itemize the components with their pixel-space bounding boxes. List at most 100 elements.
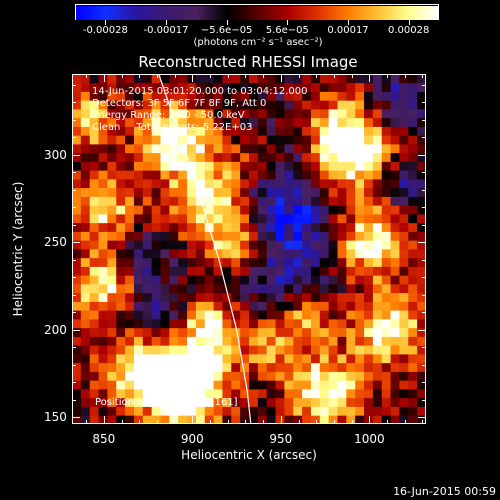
heatmap-cell (151, 100, 161, 110)
heatmap-cell (355, 310, 365, 320)
heatmap-cell (310, 275, 321, 285)
heatmap-cell (346, 109, 356, 119)
heatmap-cell (116, 397, 126, 407)
heatmap-cell (319, 371, 330, 381)
heatmap-cell (364, 117, 374, 127)
heatmap-cell (240, 266, 250, 276)
heatmap-cell (133, 161, 144, 171)
heatmap-cell (80, 354, 91, 364)
heatmap-cell (275, 284, 285, 294)
heatmap-cell (275, 240, 285, 250)
heatmap-cell (142, 275, 153, 285)
heatmap-cell (390, 205, 400, 215)
y-tick-label: 200 (44, 322, 67, 337)
heatmap-cell (89, 179, 99, 189)
heatmap-cell (169, 222, 179, 232)
heatmap-cell (355, 214, 365, 224)
heatmap-cell (275, 231, 285, 241)
heatmap-cell (107, 214, 117, 224)
heatmap-cell (187, 100, 197, 110)
y-minor-tick-right (422, 399, 426, 401)
heatmap-cell (98, 196, 108, 206)
heatmap-cell (222, 109, 232, 119)
x-minor-tick-top (404, 74, 406, 78)
heatmap-cell (266, 144, 276, 154)
heatmap-cell (346, 371, 356, 381)
heatmap-cell (399, 100, 409, 110)
y-minor-tick-right (422, 259, 426, 261)
heatmap-cell (364, 161, 374, 171)
heatmap-cell (98, 406, 108, 416)
heatmap-cell (355, 117, 365, 127)
heatmap-cell (284, 319, 294, 329)
heatmap-cell (257, 362, 268, 372)
x-minor-tick-top (139, 74, 141, 78)
heatmap-cell (355, 109, 365, 119)
heatmap-cell (72, 345, 82, 355)
heatmap-cell (337, 205, 347, 215)
heatmap-cell (417, 152, 426, 162)
heatmap-cell (80, 345, 91, 355)
heatmap-cell (408, 205, 418, 215)
heatmap-cell (319, 117, 330, 127)
heatmap-cell (293, 336, 303, 346)
heatmap-cell (107, 257, 117, 267)
heatmap-cell (372, 240, 383, 250)
heatmap-cell (89, 117, 99, 127)
heatmap-cell (346, 292, 356, 302)
heatmap-cell (178, 354, 188, 364)
heatmap-cell (231, 397, 241, 407)
heatmap-cell (72, 205, 82, 215)
heatmap-cell (178, 345, 188, 355)
heatmap-cell (293, 135, 303, 145)
heatmap-cell (364, 82, 374, 92)
heatmap-cell (213, 214, 223, 224)
heatmap-cell (302, 380, 312, 390)
heatmap-cell (346, 205, 356, 215)
heatmap-cell (293, 161, 303, 171)
heatmap-cell (116, 327, 126, 337)
x-minor-tick (139, 420, 141, 424)
y-minor-tick (72, 102, 76, 103)
heatmap-cell (364, 292, 374, 302)
x-minor-tick (245, 420, 247, 424)
colorbar-tick (348, 20, 349, 25)
heatmap-cell (319, 170, 330, 180)
heatmap-cell (417, 135, 426, 145)
heatmap-cell (160, 170, 170, 180)
heatmap-cell (187, 336, 197, 346)
heatmap-cell (390, 170, 400, 180)
heatmap-cell (116, 266, 126, 276)
heatmap-cell (142, 205, 153, 215)
heatmap-cell (417, 257, 426, 267)
heatmap-cell (98, 82, 108, 92)
colorbar-units: (photons cm⁻² s⁻¹ asec⁻²) (193, 37, 323, 48)
heatmap-cell (284, 301, 294, 311)
heatmap-cell (89, 222, 99, 232)
heatmap-cell (328, 196, 338, 206)
heatmap-cell (284, 161, 294, 171)
heatmap-cell (222, 126, 232, 136)
heatmap-cell (142, 249, 153, 259)
heatmap-cell (266, 284, 276, 294)
heatmap-cell (125, 301, 135, 311)
heatmap-cell (160, 257, 170, 267)
y-minor-tick-right (422, 347, 426, 348)
heatmap-cell (399, 284, 409, 294)
heatmap-cell (240, 82, 250, 92)
heatmap-cell (310, 196, 321, 206)
heatmap-cell (195, 415, 206, 424)
heatmap-cell (266, 301, 276, 311)
heatmap-cell (337, 397, 347, 407)
heatmap-cell (80, 336, 91, 346)
heatmap-cell (116, 91, 126, 101)
heatmap-cell (381, 109, 391, 119)
heatmap-cell (231, 292, 241, 302)
heatmap-cell (266, 187, 276, 197)
heatmap-cell (319, 310, 330, 320)
heatmap-cell (231, 109, 241, 119)
heatmap-cell (381, 170, 391, 180)
heatmap-cell (116, 380, 126, 390)
heatmap-cell (195, 284, 206, 294)
heatmap-cell (408, 345, 418, 355)
